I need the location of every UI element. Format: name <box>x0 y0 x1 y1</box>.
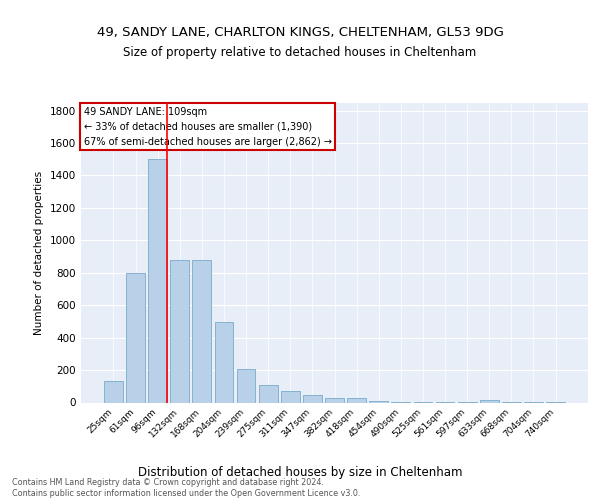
Text: Distribution of detached houses by size in Cheltenham: Distribution of detached houses by size … <box>138 466 462 479</box>
Bar <box>236 370 256 402</box>
Bar <box>170 260 189 402</box>
Bar <box>281 391 299 402</box>
Text: 49 SANDY LANE: 109sqm
← 33% of detached houses are smaller (1,390)
67% of semi-d: 49 SANDY LANE: 109sqm ← 33% of detached … <box>83 107 332 146</box>
Bar <box>347 398 366 402</box>
Bar <box>303 395 322 402</box>
Bar <box>126 273 145 402</box>
Text: Size of property relative to detached houses in Cheltenham: Size of property relative to detached ho… <box>124 46 476 59</box>
Bar <box>480 400 499 402</box>
Bar <box>215 322 233 402</box>
Y-axis label: Number of detached properties: Number of detached properties <box>34 170 44 334</box>
Bar <box>259 384 278 402</box>
Bar <box>325 398 344 402</box>
Bar <box>148 160 167 402</box>
Bar <box>193 260 211 402</box>
Text: 49, SANDY LANE, CHARLTON KINGS, CHELTENHAM, GL53 9DG: 49, SANDY LANE, CHARLTON KINGS, CHELTENH… <box>97 26 503 39</box>
Bar <box>104 382 123 402</box>
Bar <box>370 401 388 402</box>
Text: Contains HM Land Registry data © Crown copyright and database right 2024.
Contai: Contains HM Land Registry data © Crown c… <box>12 478 361 498</box>
